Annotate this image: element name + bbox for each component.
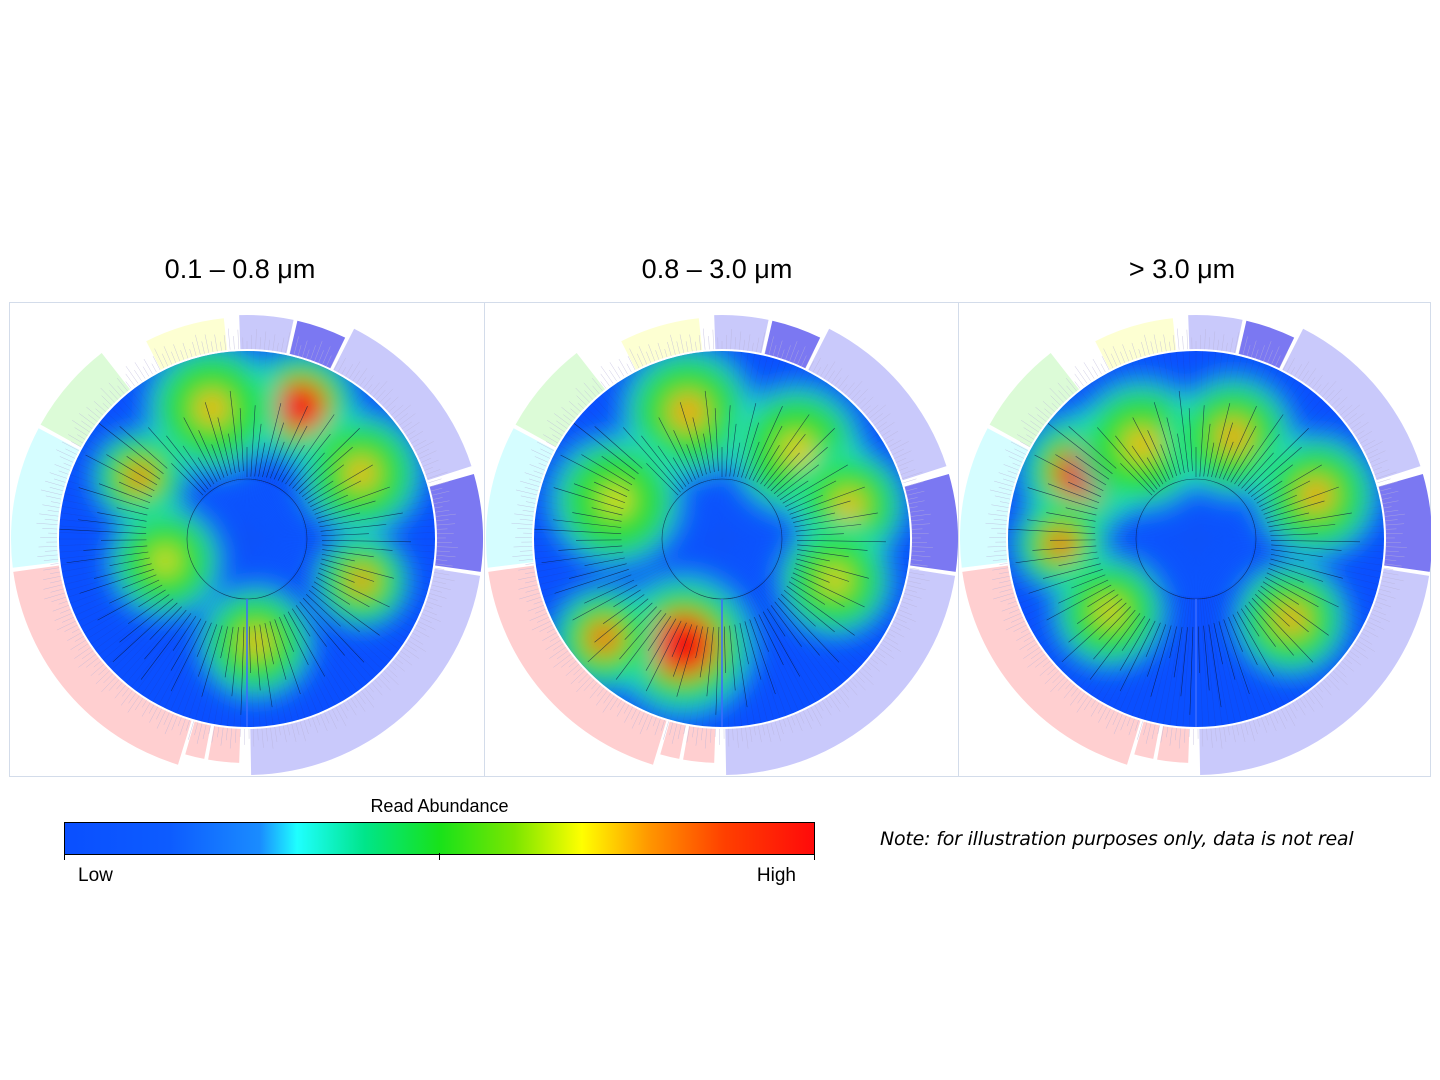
hotspot-core bbox=[274, 380, 327, 433]
circular-tree-heatmap-3 bbox=[960, 315, 1431, 775]
hotspot-core bbox=[347, 566, 376, 595]
clade-segment bbox=[904, 473, 958, 572]
phylogenetic-tree bbox=[59, 390, 411, 715]
leaf-label-texture bbox=[36, 328, 458, 749]
clade-segment bbox=[11, 428, 80, 568]
disclaimer-note: Note: for illustration purposes only, da… bbox=[880, 828, 1354, 850]
hotspot-core bbox=[1216, 419, 1251, 454]
leaf-label-texture bbox=[985, 328, 1407, 749]
hotspot-core bbox=[669, 393, 707, 431]
clade-segment bbox=[621, 318, 703, 370]
clade-segment bbox=[1157, 726, 1190, 763]
clade-segment bbox=[289, 320, 346, 369]
clade-segment bbox=[486, 428, 555, 568]
heatmap-panel-2 bbox=[484, 303, 959, 776]
clade-segment bbox=[683, 726, 716, 763]
legend-title: Read Abundance bbox=[370, 796, 509, 816]
hotspot-core bbox=[1096, 598, 1123, 625]
clade-segment bbox=[239, 315, 294, 354]
panel-title-2: 0.8 – 3.0 μm bbox=[641, 254, 793, 284]
phylogenetic-tree bbox=[534, 390, 886, 715]
clade-segment bbox=[1095, 318, 1177, 370]
hotspot-core bbox=[781, 434, 813, 465]
circular-tree-heatmap-2 bbox=[486, 315, 958, 775]
panel-title-1: 0.1 – 0.8 μm bbox=[164, 254, 316, 284]
clade-segment bbox=[1378, 473, 1431, 572]
circular-tree-heatmap-1 bbox=[11, 315, 483, 775]
hotspot-core bbox=[345, 457, 377, 489]
clade-segment bbox=[13, 565, 192, 765]
leaf-label-texture bbox=[511, 328, 933, 749]
color-scale-bar bbox=[64, 822, 815, 855]
hotspot-core bbox=[585, 620, 622, 657]
clade-segment bbox=[1199, 568, 1430, 775]
heatmap-panels bbox=[9, 302, 1431, 777]
hotspot-core bbox=[1044, 527, 1078, 561]
legend-low-label: Low bbox=[78, 865, 113, 886]
hotspot-core bbox=[124, 461, 155, 493]
clade-segment bbox=[250, 568, 481, 775]
hotspot-core bbox=[822, 567, 849, 594]
clade-segment bbox=[515, 353, 606, 447]
scale-tick-low bbox=[64, 853, 65, 860]
hotspot-core bbox=[1124, 427, 1159, 462]
clade-segment bbox=[960, 428, 1029, 568]
legend-high-label: High bbox=[756, 865, 796, 886]
clade-segment bbox=[714, 315, 769, 354]
hotspot-core bbox=[153, 549, 178, 573]
heatmap-panel-3 bbox=[958, 303, 1433, 776]
clade-segment bbox=[146, 318, 228, 370]
clade-segment bbox=[40, 353, 131, 447]
clade-segment bbox=[333, 328, 472, 481]
clade-segment bbox=[1188, 315, 1243, 354]
panel-title-3: > 3.0 μm bbox=[1128, 254, 1236, 284]
hotspot-core bbox=[602, 486, 630, 515]
clade-segment bbox=[1282, 328, 1421, 481]
clade-segment bbox=[962, 565, 1141, 765]
clade-segment bbox=[488, 565, 667, 765]
heatmap-panel-1 bbox=[10, 303, 484, 776]
clade-segment bbox=[808, 328, 947, 481]
clade-segment bbox=[989, 353, 1080, 447]
clade-segment bbox=[1238, 320, 1295, 369]
hotspot-core bbox=[195, 391, 229, 425]
clade-segment bbox=[764, 320, 821, 369]
clade-segment bbox=[208, 726, 241, 763]
scale-tick-high bbox=[814, 853, 815, 860]
scale-tick-mid bbox=[439, 853, 440, 860]
hotspot-core bbox=[834, 490, 864, 520]
hotspot-core bbox=[650, 612, 716, 678]
clade-segment bbox=[725, 568, 956, 775]
phylogenetic-tree bbox=[1008, 390, 1360, 715]
clade-segment bbox=[429, 473, 483, 572]
